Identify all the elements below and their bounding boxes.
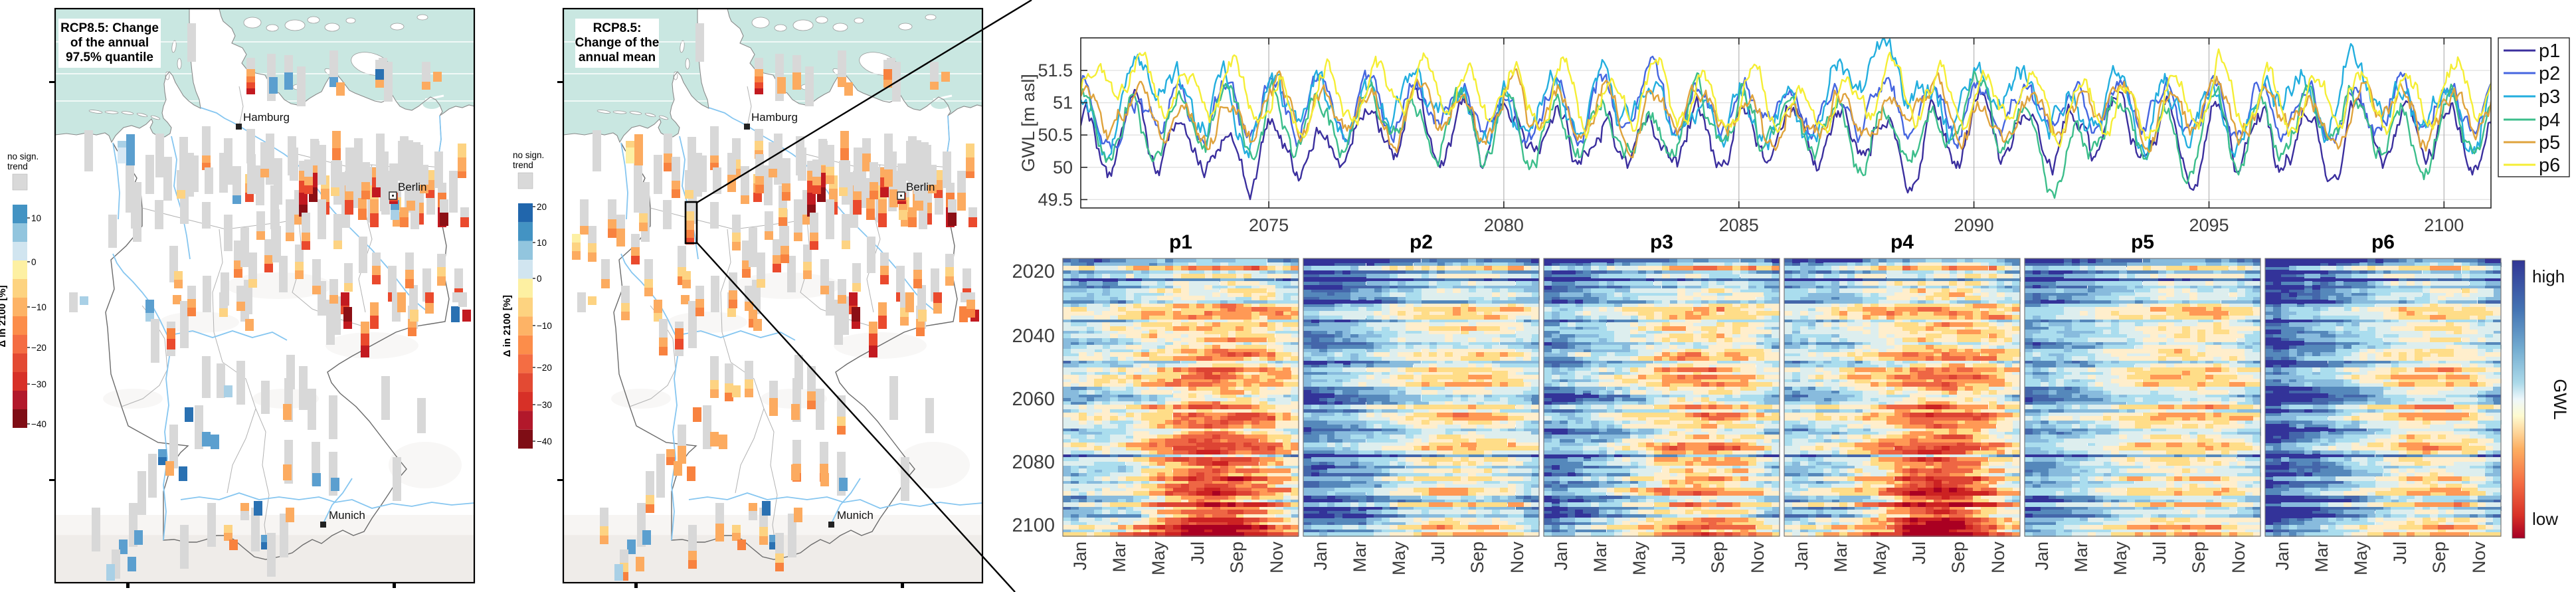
svg-text:high: high [2532, 266, 2565, 286]
svg-text:p3: p3 [2539, 86, 2560, 108]
svg-text:2100: 2100 [2424, 215, 2464, 235]
svg-text:Nov: Nov [1748, 542, 1768, 574]
svg-text:p6: p6 [2539, 155, 2560, 176]
svg-text:p5: p5 [2539, 132, 2560, 153]
svg-text:Nov: Nov [1988, 542, 2008, 574]
svg-text:p3: p3 [1650, 231, 1673, 253]
svg-text:Munich: Munich [329, 509, 365, 522]
svg-text:Jul: Jul [1428, 542, 1448, 565]
svg-text:Jan: Jan [2272, 542, 2292, 571]
svg-text:GWL [m asl]: GWL [m asl] [1018, 74, 1038, 172]
svg-text:2095: 2095 [2189, 215, 2229, 235]
svg-text:Mar: Mar [1109, 542, 1129, 573]
svg-text:Jul: Jul [1188, 542, 1208, 565]
svg-text:Change of the: Change of the [575, 36, 660, 50]
svg-text:Mar: Mar [1350, 542, 1370, 573]
svg-text:Nov: Nov [2229, 542, 2249, 574]
svg-text:49.5: 49.5 [1038, 189, 1073, 209]
svg-text:Sep: Sep [2429, 542, 2449, 573]
svg-text:2020: 2020 [1012, 261, 1055, 282]
svg-text:50: 50 [1053, 157, 1073, 177]
svg-text:p4: p4 [1890, 231, 1914, 253]
svg-text:p4: p4 [2539, 110, 2560, 131]
svg-text:Munich: Munich [837, 509, 874, 522]
svg-text:Jul: Jul [1909, 542, 1929, 565]
svg-text:p1: p1 [2539, 41, 2560, 62]
svg-text:Jan: Jan [1551, 542, 1571, 571]
svg-text:−30: −30 [31, 379, 46, 389]
svg-text:Sep: Sep [1227, 542, 1247, 573]
svg-text:Jan: Jan [1311, 542, 1331, 571]
svg-text:Jan: Jan [1070, 542, 1090, 571]
svg-text:p1: p1 [1169, 231, 1192, 253]
svg-text:−30: −30 [537, 400, 552, 410]
svg-text:May: May [1629, 542, 1649, 576]
svg-text:RCP8.5:: RCP8.5: [593, 21, 642, 35]
svg-text:Mar: Mar [2071, 542, 2091, 573]
svg-text:p5: p5 [2131, 231, 2154, 253]
svg-text:10: 10 [31, 213, 41, 223]
svg-text:p2: p2 [2539, 63, 2560, 84]
svg-text:annual mean: annual mean [579, 50, 656, 64]
svg-text:Nov: Nov [2469, 542, 2489, 574]
svg-text:2080: 2080 [1484, 215, 1524, 235]
svg-text:Jul: Jul [2150, 542, 2169, 565]
svg-text:2100: 2100 [1012, 515, 1055, 536]
svg-text:0: 0 [537, 274, 542, 284]
svg-text:51: 51 [1053, 93, 1073, 113]
svg-text:Nov: Nov [1507, 542, 1527, 574]
svg-text:−40: −40 [537, 437, 552, 446]
svg-text:no sign.: no sign. [513, 150, 544, 160]
svg-text:2040: 2040 [1012, 326, 1055, 347]
svg-text:Berlin: Berlin [398, 181, 426, 193]
svg-text:Δ in 2100 [%]: Δ in 2100 [%] [0, 285, 8, 347]
svg-text:p6: p6 [2371, 231, 2395, 253]
svg-text:GWL: GWL [2550, 379, 2570, 420]
svg-text:Hamburg: Hamburg [243, 111, 290, 124]
svg-text:97.5% quantile: 97.5% quantile [66, 50, 153, 64]
svg-text:Sep: Sep [1708, 542, 1728, 573]
svg-text:May: May [1149, 542, 1168, 576]
svg-text:0: 0 [31, 257, 37, 267]
svg-text:Hamburg: Hamburg [751, 111, 798, 124]
svg-text:May: May [2110, 542, 2130, 576]
svg-text:trend: trend [7, 161, 28, 171]
svg-text:no sign.: no sign. [7, 151, 39, 161]
svg-text:Mar: Mar [2312, 542, 2332, 573]
svg-text:of the annual: of the annual [70, 36, 149, 50]
svg-text:Sep: Sep [1467, 542, 1487, 573]
svg-text:May: May [1389, 542, 1409, 576]
svg-text:Sep: Sep [1948, 542, 1968, 573]
svg-text:−10: −10 [31, 302, 46, 312]
svg-text:Berlin: Berlin [906, 181, 935, 193]
svg-text:2090: 2090 [1954, 215, 1994, 235]
svg-text:Nov: Nov [1267, 542, 1287, 574]
svg-text:Mar: Mar [1831, 542, 1851, 573]
svg-text:Jan: Jan [2032, 542, 2052, 571]
svg-text:−40: −40 [31, 419, 46, 429]
svg-text:p2: p2 [1410, 231, 1433, 253]
svg-text:10: 10 [537, 238, 547, 248]
svg-text:Sep: Sep [2189, 542, 2209, 573]
svg-text:May: May [1870, 542, 1890, 576]
svg-text:low: low [2532, 509, 2558, 529]
svg-text:2085: 2085 [1719, 215, 1759, 235]
svg-text:Mar: Mar [1590, 542, 1610, 573]
svg-text:2060: 2060 [1012, 389, 1055, 410]
svg-text:51.5: 51.5 [1038, 60, 1073, 80]
svg-text:Jan: Jan [1792, 542, 1811, 571]
svg-text:50.5: 50.5 [1038, 125, 1073, 145]
svg-text:May: May [2351, 542, 2371, 576]
svg-text:Δ in 2100 [%]: Δ in 2100 [%] [502, 295, 513, 357]
svg-text:Jul: Jul [1669, 542, 1689, 565]
svg-text:2080: 2080 [1012, 452, 1055, 473]
svg-text:RCP8.5: Change: RCP8.5: Change [60, 21, 159, 35]
svg-text:−20: −20 [31, 343, 46, 353]
svg-text:−10: −10 [537, 321, 552, 331]
svg-text:20: 20 [537, 202, 547, 212]
svg-text:2075: 2075 [1249, 215, 1289, 235]
svg-text:trend: trend [513, 160, 533, 170]
svg-text:Jul: Jul [2390, 542, 2410, 565]
svg-text:−20: −20 [537, 363, 552, 373]
